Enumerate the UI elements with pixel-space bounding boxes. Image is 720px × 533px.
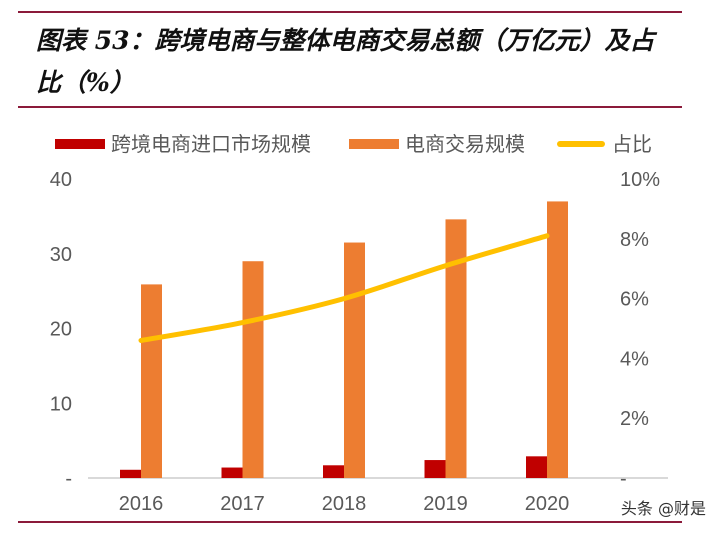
legend-swatch-cross-border: [55, 139, 105, 149]
bar-ecommerce: [344, 242, 365, 478]
bar-ecommerce: [445, 219, 467, 479]
legend-swatch-ecommerce: [349, 139, 399, 149]
right-tick-label: 4%: [620, 348, 649, 370]
legend-label-ecommerce: 电商交易规模: [405, 132, 525, 156]
right-tick-label: 6%: [620, 289, 649, 311]
right-tick-label: 10%: [620, 169, 660, 191]
x-tick-label: 2017: [220, 493, 265, 515]
watermark: 头条 @财是: [620, 499, 706, 518]
right-tick-label: 2%: [620, 408, 649, 430]
right-tick-label: -: [620, 468, 627, 490]
x-tick-label: 2019: [423, 493, 468, 515]
left-tick-label: -: [65, 468, 72, 490]
x-tick-label: 2016: [119, 493, 164, 515]
right-tick-label: 8%: [620, 229, 649, 251]
left-tick-label: 30: [50, 244, 72, 266]
left-tick-label: 40: [50, 169, 72, 191]
x-tick-label: 2018: [322, 493, 367, 515]
legend-label-cross-border: 跨境电商进口市场规模: [111, 132, 311, 156]
title-rule: [18, 106, 682, 108]
bar-cross-border: [323, 465, 344, 478]
bar-ecommerce: [141, 284, 162, 478]
bar-cross-border: [424, 460, 446, 478]
bottom-rule: [18, 521, 682, 523]
left-tick-label: 10: [50, 393, 72, 415]
left-tick-label: 20: [50, 319, 72, 341]
bar-ecommerce: [547, 201, 568, 479]
chart-title: 图表 53：跨境电商与整体电商交易总额（万亿元）及占比（%）: [36, 26, 655, 97]
top-rule: [18, 11, 682, 13]
legend-label-share: 占比: [612, 132, 652, 156]
bar-cross-border: [221, 467, 243, 478]
bar-ecommerce: [242, 261, 264, 478]
bar-cross-border: [120, 469, 141, 478]
bar-cross-border: [526, 456, 547, 478]
x-tick-label: 2020: [525, 493, 570, 515]
